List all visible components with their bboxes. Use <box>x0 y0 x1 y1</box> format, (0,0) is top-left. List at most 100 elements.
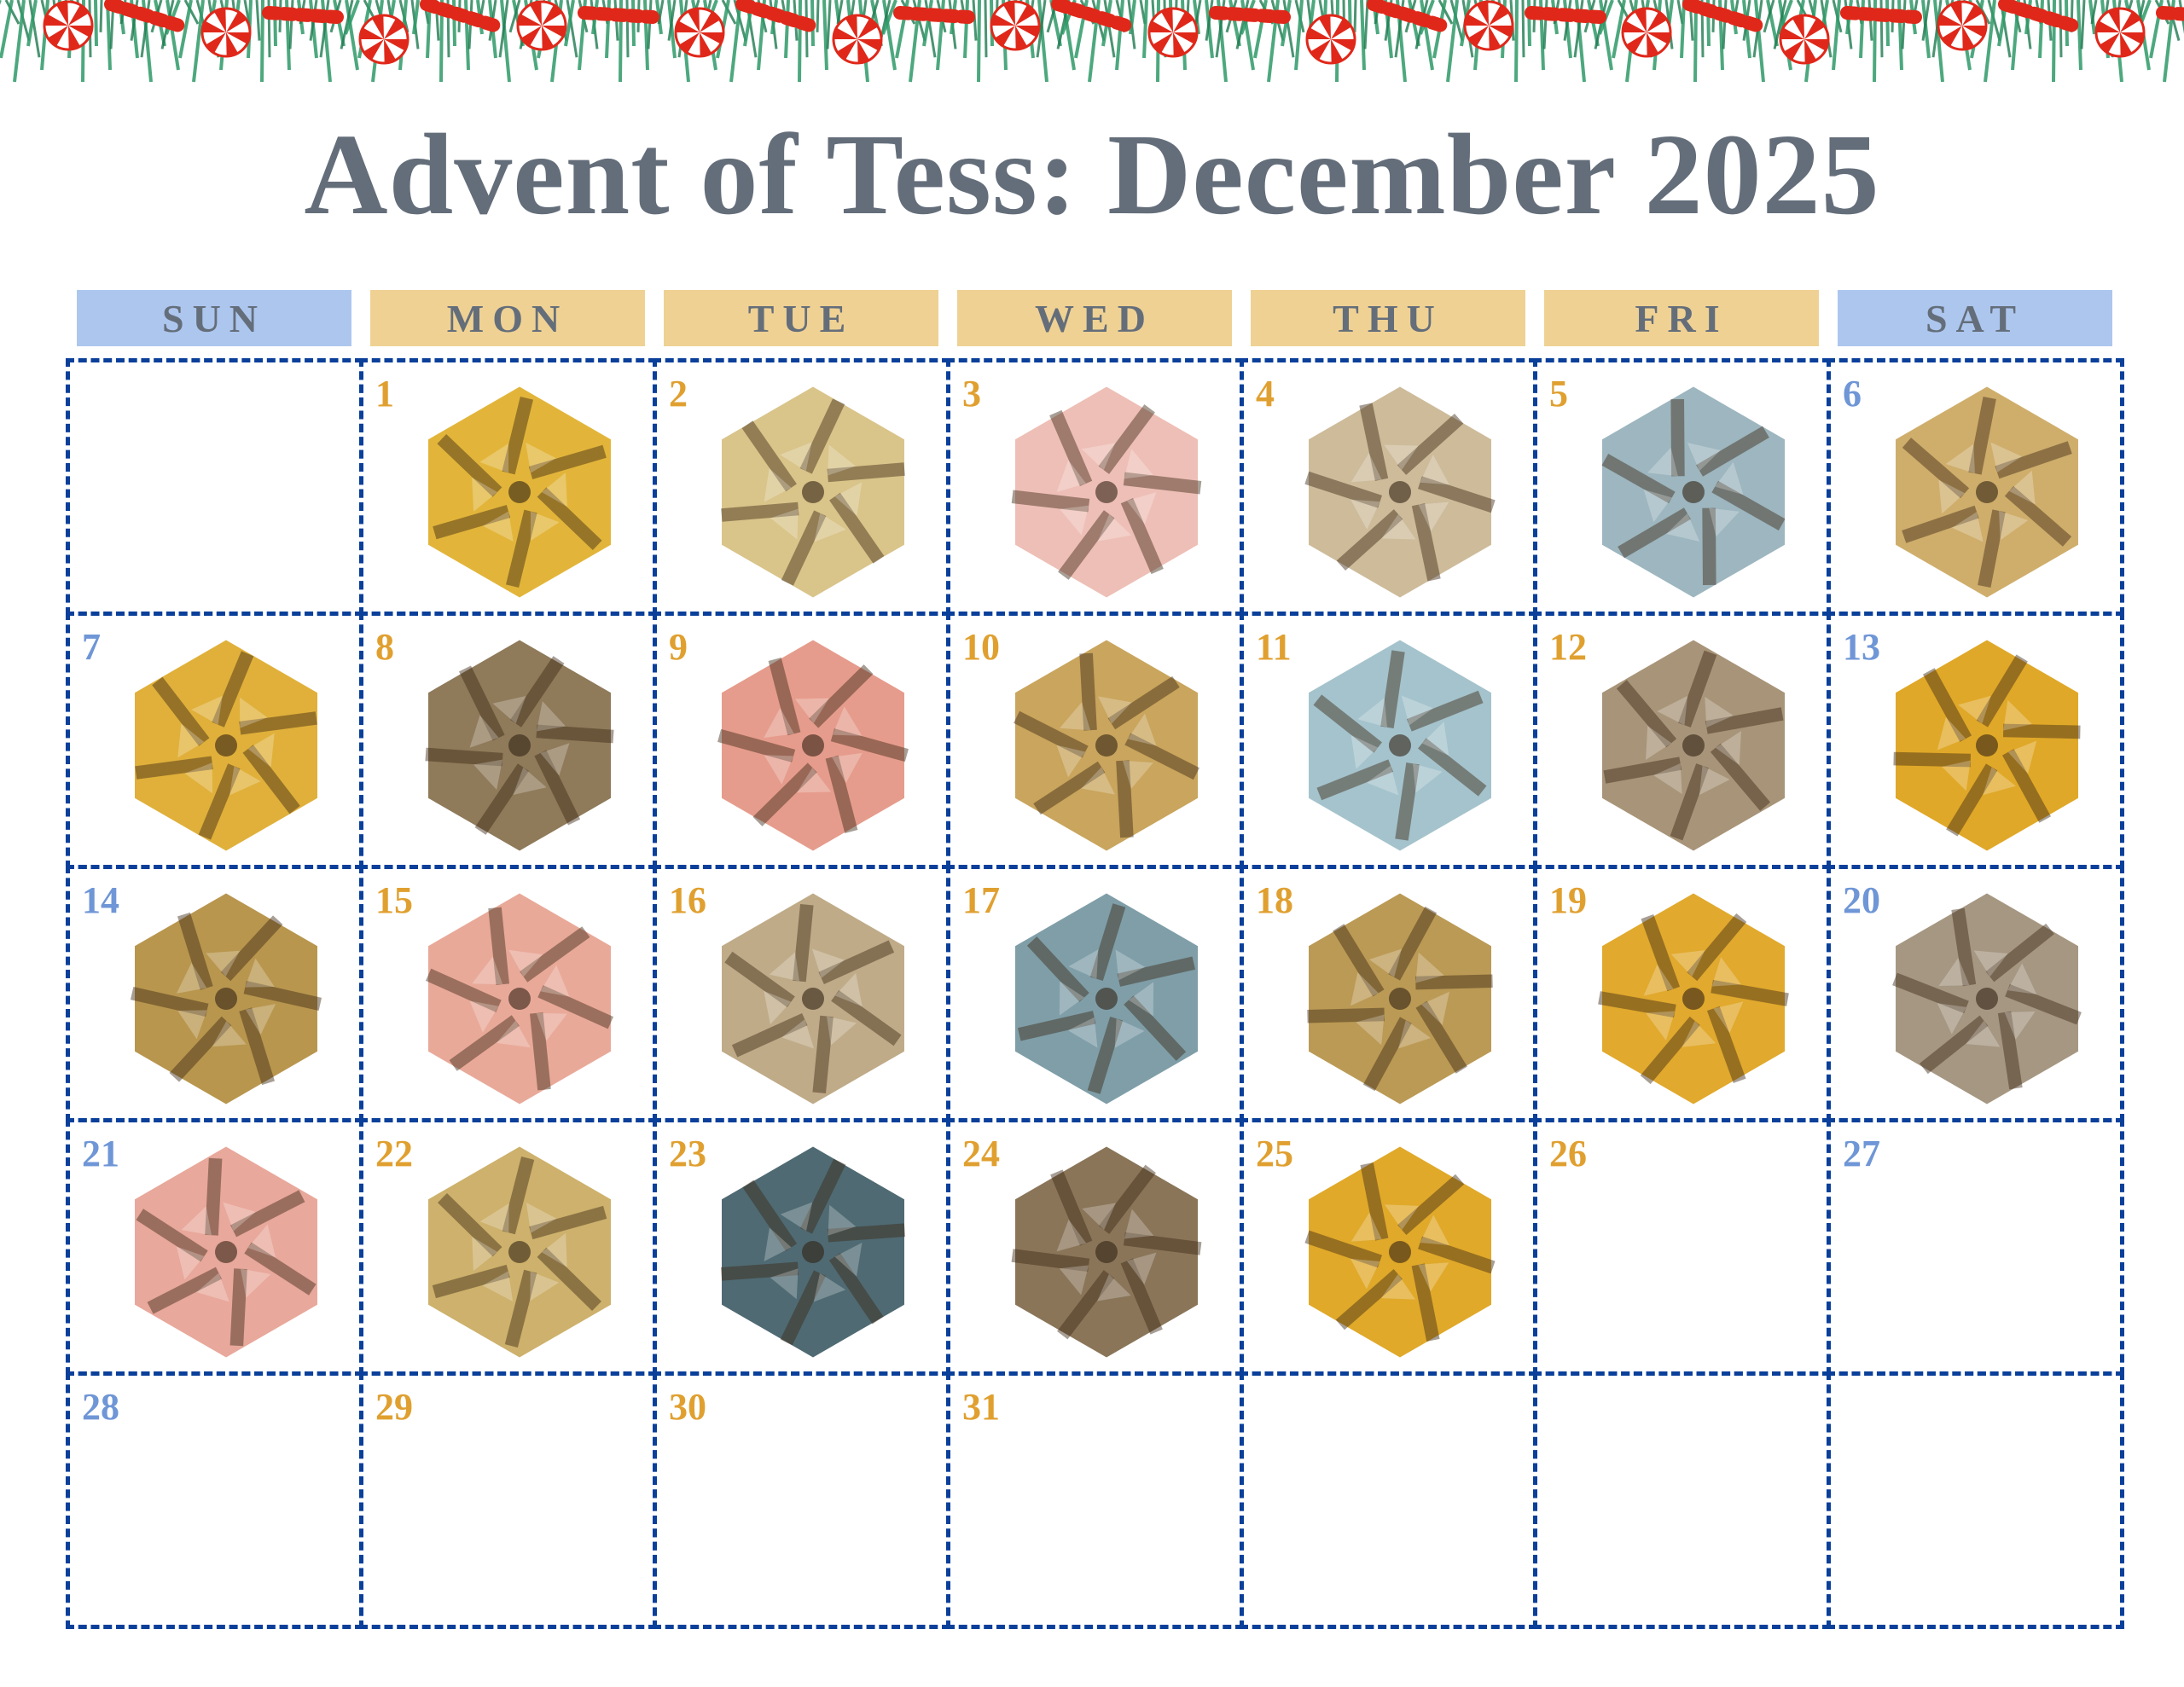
weekday-header-sat: SAT <box>1838 290 2112 346</box>
tessellation-image[interactable] <box>702 1141 924 1363</box>
calendar-day-15: 15 <box>359 865 657 1122</box>
tessellation-image[interactable] <box>702 888 924 1110</box>
calendar-day-25: 25 <box>1240 1118 1537 1376</box>
tessellation-image[interactable] <box>702 381 924 603</box>
tessellation-image[interactable] <box>409 381 630 603</box>
calendar-day-5: 5 <box>1533 358 1831 616</box>
calendar-day-28: 28 <box>66 1371 363 1629</box>
calendar-day-9: 9 <box>653 612 950 869</box>
day-number: 11 <box>1256 626 1292 668</box>
calendar-day-26: 26 <box>1533 1118 1831 1376</box>
day-number: 7 <box>82 626 101 668</box>
day-number: 15 <box>375 879 413 921</box>
day-number: 23 <box>669 1133 706 1174</box>
day-number: 4 <box>1256 373 1275 415</box>
day-number: 9 <box>669 626 688 668</box>
empty-calendar-cell <box>1827 1371 2124 1629</box>
day-number: 13 <box>1843 626 1880 668</box>
tessellation-image[interactable] <box>409 635 630 856</box>
tessellation-image[interactable] <box>996 381 1217 603</box>
weekday-header-fri: FRI <box>1544 290 1819 346</box>
day-number: 10 <box>962 626 1000 668</box>
calendar-grid: 1 2 3 4 5 6 7 8 9 10 11 12 13 14 15 16 17 18 19 20 21 22 23 24 2… <box>66 358 2124 1629</box>
calendar-day-24: 24 <box>946 1118 1244 1376</box>
calendar-day-22: 22 <box>359 1118 657 1376</box>
calendar-day-2: 2 <box>653 358 950 616</box>
calendar-day-4: 4 <box>1240 358 1537 616</box>
tessellation-image[interactable] <box>996 1141 1217 1363</box>
empty-calendar-cell <box>1240 1371 1537 1629</box>
weekday-header-wed: WED <box>957 290 1232 346</box>
day-number: 28 <box>82 1386 119 1428</box>
tessellation-image[interactable] <box>1583 381 1804 603</box>
calendar-day-20: 20 <box>1827 865 2124 1122</box>
tessellation-image[interactable] <box>1876 635 2098 856</box>
tessellation-image[interactable] <box>996 888 1217 1110</box>
tessellation-image[interactable] <box>409 1141 630 1363</box>
day-number: 30 <box>669 1386 706 1428</box>
day-number: 1 <box>375 373 394 415</box>
day-number: 8 <box>375 626 394 668</box>
day-number: 18 <box>1256 879 1293 921</box>
day-number: 31 <box>962 1386 1000 1428</box>
calendar-day-11: 11 <box>1240 612 1537 869</box>
tessellation-image[interactable] <box>1289 635 1511 856</box>
tessellation-image[interactable] <box>1289 381 1511 603</box>
weekday-header-tue: TUE <box>664 290 938 346</box>
day-number: 20 <box>1843 879 1880 921</box>
calendar-day-16: 16 <box>653 865 950 1122</box>
tessellation-image[interactable] <box>115 635 337 856</box>
calendar-day-12: 12 <box>1533 612 1831 869</box>
tessellation-image[interactable] <box>1876 888 2098 1110</box>
calendar-day-7: 7 <box>66 612 363 869</box>
day-number: 19 <box>1549 879 1587 921</box>
weekday-header-thu: THU <box>1251 290 1525 346</box>
calendar-day-19: 19 <box>1533 865 1831 1122</box>
tessellation-image[interactable] <box>1583 888 1804 1110</box>
garland-decoration <box>0 0 2184 83</box>
day-number: 26 <box>1549 1133 1587 1174</box>
day-number: 22 <box>375 1133 413 1174</box>
calendar-day-27: 27 <box>1827 1118 2124 1376</box>
calendar-day-14: 14 <box>66 865 363 1122</box>
calendar-day-31: 31 <box>946 1371 1244 1629</box>
page-title: Advent of Tess: December 2025 <box>304 111 1880 239</box>
tessellation-image[interactable] <box>1583 635 1804 856</box>
day-number: 17 <box>962 879 1000 921</box>
tessellation-image[interactable] <box>115 1141 337 1363</box>
tessellation-image[interactable] <box>409 888 630 1110</box>
calendar-day-13: 13 <box>1827 612 2124 869</box>
day-number: 14 <box>82 879 119 921</box>
calendar-day-18: 18 <box>1240 865 1537 1122</box>
day-number: 2 <box>669 373 688 415</box>
calendar-day-3: 3 <box>946 358 1244 616</box>
tessellation-image[interactable] <box>1289 888 1511 1110</box>
calendar-day-21: 21 <box>66 1118 363 1376</box>
empty-calendar-cell <box>66 358 363 616</box>
day-number: 5 <box>1549 373 1568 415</box>
weekday-header-sun: SUN <box>77 290 351 346</box>
empty-calendar-cell <box>1533 1371 1831 1629</box>
calendar-day-6: 6 <box>1827 358 2124 616</box>
calendar-day-30: 30 <box>653 1371 950 1629</box>
weekday-header-mon: MON <box>370 290 645 346</box>
calendar-day-23: 23 <box>653 1118 950 1376</box>
day-number: 29 <box>375 1386 413 1428</box>
day-number: 16 <box>669 879 706 921</box>
day-number: 27 <box>1843 1133 1880 1174</box>
tessellation-image[interactable] <box>115 888 337 1110</box>
day-number: 12 <box>1549 626 1587 668</box>
calendar-day-17: 17 <box>946 865 1244 1122</box>
tessellation-image[interactable] <box>1289 1141 1511 1363</box>
day-number: 3 <box>962 373 981 415</box>
day-number: 24 <box>962 1133 1000 1174</box>
calendar-day-10: 10 <box>946 612 1244 869</box>
day-number: 6 <box>1843 373 1862 415</box>
tessellation-image[interactable] <box>996 635 1217 856</box>
tessellation-image[interactable] <box>1876 381 2098 603</box>
calendar-day-8: 8 <box>359 612 657 869</box>
day-number: 25 <box>1256 1133 1293 1174</box>
tessellation-image[interactable] <box>702 635 924 856</box>
day-number: 21 <box>82 1133 119 1174</box>
calendar-day-1: 1 <box>359 358 657 616</box>
